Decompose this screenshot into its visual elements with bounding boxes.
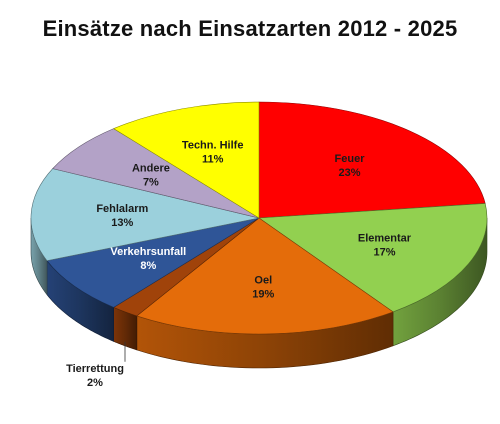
slice-label-fehlalarm: Fehlalarm: [96, 203, 148, 215]
pie-side-walls: [30, 217, 488, 369]
slice-value-andere: 7%: [143, 176, 159, 188]
slice-label-andere: Andere: [132, 162, 170, 174]
pie-slice-techn-hilfe: [113, 101, 260, 219]
pie-slice-fehlalarm: [30, 168, 260, 262]
pie-labels: Feuer 23% Elementar 17% Oel 19% Tierrettung 2% V…: [66, 140, 412, 389]
slice-value-verkehrsunfall: 8%: [140, 260, 156, 272]
slice-label-verkehrsunfall: Verkehrsunfall: [110, 246, 186, 258]
pie-slice-oel: [136, 217, 394, 335]
slice-label-tierrettung: Tierrettung: [66, 363, 124, 375]
slice-value-feuer: 23%: [338, 167, 360, 179]
pie-slices: [30, 101, 488, 335]
slice-label-elementar: Elementar: [358, 233, 412, 245]
pie-slice-elementar: [258, 203, 488, 313]
pie-slice-feuer: [258, 101, 486, 219]
chart-title: Einsätze nach Einsatzarten 2012 - 2025: [42, 16, 458, 41]
slice-label-oel: Oel: [254, 275, 272, 287]
slice-value-techn-hilfe: 11%: [202, 154, 224, 166]
slice-value-tierrettung: 2%: [87, 377, 103, 389]
slice-value-elementar: 17%: [373, 247, 395, 259]
slice-value-oel: 19%: [252, 289, 274, 301]
pie-slice-verkehrsunfall: [46, 217, 260, 308]
slice-label-techn-hilfe: Techn. Hilfe: [182, 140, 244, 152]
slice-label-feuer: Feuer: [335, 153, 366, 165]
slice-value-fehlalarm: 13%: [111, 217, 133, 229]
